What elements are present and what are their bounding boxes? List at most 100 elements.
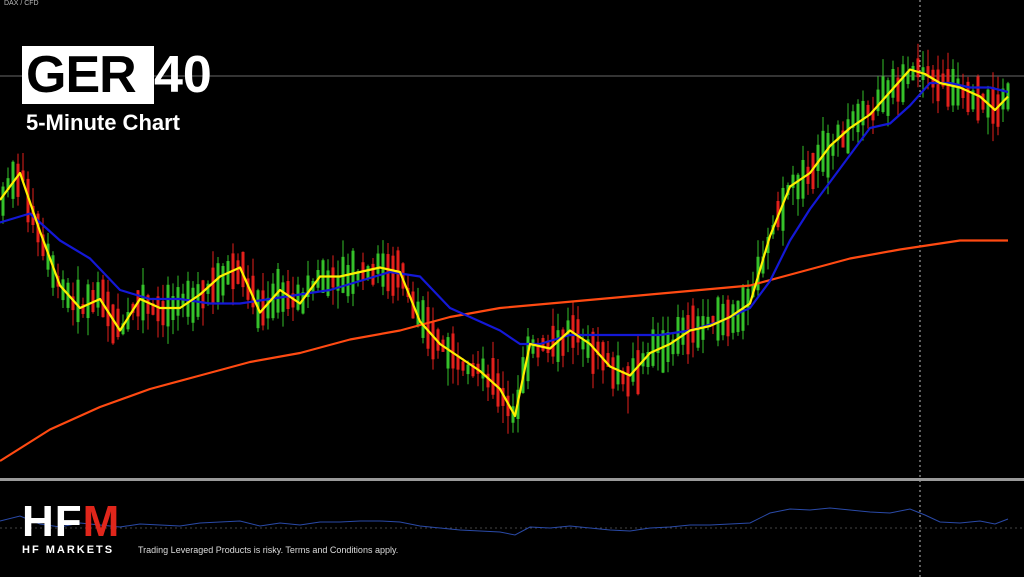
logo-subtitle: HF MARKETS: [22, 544, 115, 556]
candle-body: [781, 187, 785, 231]
fast-ma-line: [0, 68, 1009, 418]
candle-body: [556, 330, 560, 362]
candle-body: [821, 130, 825, 172]
candle-body: [86, 284, 90, 319]
hfm-logo: HFM HF MARKETS: [22, 500, 120, 557]
candle-body: [336, 275, 340, 291]
candle-body: [656, 334, 660, 354]
candle-body: [966, 81, 970, 113]
candle-body: [611, 357, 615, 389]
candle-body: [581, 340, 585, 350]
candle-body: [831, 144, 835, 156]
candle-body: [266, 297, 270, 319]
candle-body: [391, 255, 395, 296]
candle-body: [906, 71, 910, 85]
candle-body: [176, 287, 180, 316]
candle-body: [736, 300, 740, 333]
candle-body: [676, 317, 680, 354]
candle-body: [211, 267, 215, 304]
candle-body: [116, 308, 120, 338]
slow-ma-line: [0, 81, 1009, 346]
candle-body: [431, 321, 435, 360]
candle-body: [196, 284, 200, 317]
candle-body: [46, 243, 50, 270]
candle-body: [691, 305, 695, 343]
chart-subtitle: 5-Minute Chart: [26, 110, 180, 135]
candle-body: [396, 250, 400, 288]
candle-body: [861, 100, 865, 126]
candle-body: [961, 88, 965, 98]
candle-body: [891, 68, 895, 98]
candle-body: [51, 255, 55, 288]
candle-body: [191, 287, 195, 323]
candle-body: [546, 340, 550, 354]
candle-body: [916, 58, 920, 78]
candle-body: [666, 332, 670, 362]
candle-body: [991, 87, 995, 124]
candle-body: [936, 69, 940, 102]
candle-body: [796, 174, 800, 200]
candle-body: [246, 278, 250, 300]
candle-body: [111, 304, 115, 344]
candle-body: [436, 329, 440, 351]
candle-body: [1006, 83, 1010, 110]
risk-disclaimer: Trading Leveraged Products is risky. Ter…: [138, 545, 399, 555]
candle-body: [206, 283, 210, 294]
candle-body: [971, 90, 975, 110]
candle-body: [951, 68, 955, 106]
candle-body: [761, 256, 765, 274]
symbol-label: DAX / CFD: [4, 0, 39, 7]
candle-body: [576, 319, 580, 343]
candle-body: [371, 263, 375, 285]
candle-body: [856, 103, 860, 133]
candle-body: [886, 80, 890, 116]
candle-body: [541, 338, 545, 351]
candle-body: [11, 161, 15, 199]
candle-body: [646, 351, 650, 368]
candle-body: [301, 292, 305, 314]
candle-body: [426, 307, 430, 349]
oscillator-line: [0, 507, 1009, 536]
logo-hf-text: HF: [22, 497, 83, 546]
candle-body: [366, 266, 370, 279]
candle-body: [486, 373, 490, 388]
candle-body: [101, 279, 105, 318]
candle-body: [291, 293, 295, 308]
candle-body: [471, 362, 475, 377]
candle-body: [816, 144, 820, 171]
candle-body: [326, 270, 330, 296]
candle-body: [561, 329, 565, 356]
title-highlighted: GER: [22, 46, 154, 104]
candle-body: [81, 304, 85, 314]
candle-body: [16, 163, 20, 197]
candle-body: [841, 130, 845, 148]
candle-body: [956, 78, 960, 106]
candle-body: [236, 260, 240, 284]
candle-body: [626, 366, 630, 397]
candle-body: [296, 284, 300, 310]
candle-body: [941, 73, 945, 87]
candle-body: [871, 110, 875, 121]
candle-body: [876, 89, 880, 112]
candle-body: [976, 76, 980, 121]
candle-body: [696, 316, 700, 348]
candle-body: [531, 339, 535, 354]
candle-body: [271, 283, 275, 319]
candle-body: [146, 295, 150, 314]
candle-body: [651, 329, 655, 366]
candle-body: [96, 282, 100, 308]
logo-main: HFM: [22, 500, 120, 544]
candle-body: [791, 174, 795, 188]
candle-body: [996, 94, 1000, 127]
candle-body: [636, 350, 640, 395]
candle-body: [586, 339, 590, 358]
candle-body: [981, 93, 985, 110]
candle-body: [846, 119, 850, 154]
candle-body: [141, 284, 145, 321]
candle-body: [501, 387, 505, 406]
candle-body: [866, 104, 870, 116]
candle-body: [946, 69, 950, 107]
candle-body: [106, 291, 110, 327]
candle-body: [456, 355, 460, 370]
candle-body: [911, 65, 915, 81]
